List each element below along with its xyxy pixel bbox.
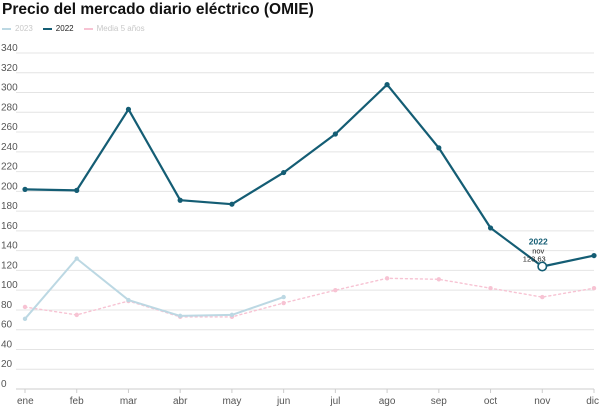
point-2022-abr xyxy=(177,197,183,203)
x-tick-label-dic: dic xyxy=(586,396,599,407)
y-tick-label-320: 320 xyxy=(1,63,18,74)
point-media-5-anos-oct xyxy=(488,286,493,291)
x-tick-label-sep: sep xyxy=(431,396,448,407)
point-2022-ene xyxy=(22,186,28,192)
point-2022-mar xyxy=(125,106,132,112)
x-tick-label-jul: jul xyxy=(329,396,340,407)
y-tick-label-200: 200 xyxy=(1,181,18,192)
y-tick-label-0: 0 xyxy=(1,379,7,390)
chart-title: Precio del mercado diario eléctrico (OMI… xyxy=(2,1,314,18)
annotation-series: 2022 xyxy=(529,236,548,246)
legend: 2023 2022 Media 5 años xyxy=(2,24,155,33)
series-line-2022 xyxy=(23,83,596,268)
x-tick-label-may: may xyxy=(222,396,241,407)
y-tick-label-220: 220 xyxy=(1,162,18,173)
y-tick-label-80: 80 xyxy=(1,300,13,311)
y-tick-label-60: 60 xyxy=(1,320,13,331)
y-tick-label-140: 140 xyxy=(1,241,18,252)
point-media-5-anos-jul xyxy=(333,287,338,293)
x-tick-label-jun: jun xyxy=(276,396,290,407)
point-media-5-anos-ene xyxy=(22,304,28,310)
point-2023-feb xyxy=(74,256,79,261)
x-tick-label-oct: oct xyxy=(484,396,498,407)
legend-item-2022[interactable]: 2022 xyxy=(42,24,74,33)
legend-item-2023[interactable]: 2023 xyxy=(2,24,33,33)
point-media-5-anos-ago xyxy=(384,276,390,281)
point-2022-ago xyxy=(384,82,390,88)
point-media-5-anos-jun xyxy=(281,300,286,306)
annotation-value: 123,63 xyxy=(523,254,546,263)
legend-swatch-2022 xyxy=(42,27,52,30)
y-tick-label-40: 40 xyxy=(1,339,13,350)
legend-swatch-2023 xyxy=(2,27,11,30)
point-2022-jun xyxy=(281,169,287,176)
point-2023-jun xyxy=(281,294,286,300)
point-2022-sep xyxy=(436,145,442,151)
legend-label-2023: 2023 xyxy=(15,24,33,33)
annotation-marker xyxy=(537,261,548,272)
point-2022-oct xyxy=(487,225,494,231)
series-line-media-5-anos xyxy=(24,277,595,318)
legend-label-2022: 2022 xyxy=(55,24,74,33)
legend-swatch-media xyxy=(83,27,93,30)
point-2023-mar xyxy=(126,297,131,303)
point-media-5-anos-sep xyxy=(436,277,442,282)
point-media-5-anos-feb xyxy=(74,312,79,318)
series-line-2023 xyxy=(24,257,285,320)
point-2022-feb xyxy=(74,187,80,193)
y-tick-label-240: 240 xyxy=(1,142,18,153)
point-2023-ene xyxy=(22,316,28,322)
y-tick-label-100: 100 xyxy=(1,280,18,291)
point-2023-abr xyxy=(177,313,183,319)
legend-label-media: Media 5 años xyxy=(96,24,145,33)
y-tick-label-160: 160 xyxy=(1,221,18,232)
x-tick-label-ene: ene xyxy=(17,396,34,407)
point-2022-may xyxy=(229,201,235,207)
x-tick-label-ago: ago xyxy=(379,396,396,407)
point-2023-may xyxy=(229,312,235,318)
x-tick-label-abr: abr xyxy=(173,396,188,407)
x-tick-label-mar: mar xyxy=(120,396,138,407)
legend-item-media[interactable]: Media 5 años xyxy=(83,24,145,33)
annotation-category: nov xyxy=(532,246,544,255)
y-tick-label-300: 300 xyxy=(1,83,18,94)
point-media-5-anos-nov xyxy=(540,294,545,300)
y-tick-label-180: 180 xyxy=(1,201,18,212)
x-tick-label-feb: feb xyxy=(70,396,84,407)
point-2022-jul xyxy=(332,131,338,137)
y-tick-label-120: 120 xyxy=(1,260,18,271)
point-media-5-anos-dic xyxy=(591,286,597,291)
point-2022-dic xyxy=(591,252,597,259)
y-tick-label-340: 340 xyxy=(1,43,18,54)
x-tick-label-nov: nov xyxy=(534,396,550,407)
y-tick-label-20: 20 xyxy=(1,359,13,370)
y-tick-label-280: 280 xyxy=(1,102,18,113)
y-tick-label-260: 260 xyxy=(1,122,18,133)
